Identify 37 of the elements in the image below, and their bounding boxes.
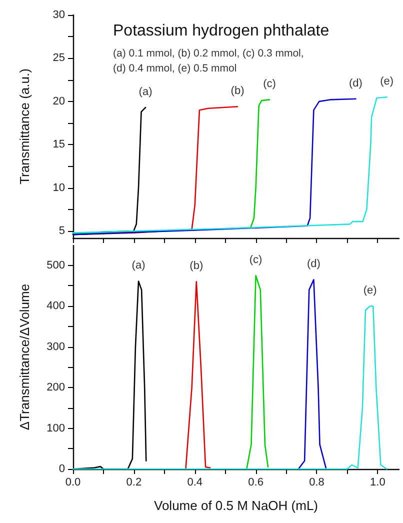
series-label: (b) bbox=[190, 260, 204, 272]
series-label: (e) bbox=[363, 284, 377, 297]
line-series bbox=[298, 278, 327, 470]
x-tick-label: 0.0 bbox=[65, 476, 81, 488]
x-tick-label: 0.4 bbox=[187, 476, 203, 488]
y-tick-label: 300 bbox=[46, 340, 65, 353]
x-tick-label: 0.6 bbox=[248, 476, 264, 488]
y-axis-title: ΔTransmittance/ΔVolume bbox=[17, 284, 32, 430]
chart-title: Potassium hydrogen phthalate bbox=[113, 22, 330, 40]
y-axis-title: Transmittance (a.u.) bbox=[17, 68, 32, 184]
series-label: (a) bbox=[138, 86, 152, 98]
series-label: (d) bbox=[349, 77, 362, 90]
x-tick-label: 1.0 bbox=[370, 476, 386, 488]
y-tick-label: 200 bbox=[46, 382, 65, 394]
series-label: (c) bbox=[249, 254, 262, 266]
x-axis-title: Volume of 0.5 M NaOH (mL) bbox=[154, 498, 318, 513]
y-tick-label: 100 bbox=[46, 422, 65, 434]
series-label: (b) bbox=[230, 85, 244, 98]
y-tick-label: 15 bbox=[52, 138, 65, 151]
line-series bbox=[185, 281, 211, 470]
series-label: (c) bbox=[263, 78, 276, 90]
y-tick-label: 20 bbox=[52, 95, 65, 108]
x-tick-label: 0.2 bbox=[126, 476, 142, 488]
series-label: (d) bbox=[306, 258, 320, 270]
y-tick-label: 30 bbox=[52, 9, 65, 21]
y-tick-label: 25 bbox=[52, 52, 65, 64]
y-tick-label: 400 bbox=[46, 300, 65, 312]
x-tick-label: 0.8 bbox=[309, 476, 324, 488]
y-tick-label: 0 bbox=[58, 463, 65, 475]
y-tick-label: 10 bbox=[52, 182, 65, 194]
line-series bbox=[246, 274, 269, 470]
y-tick-label: 500 bbox=[46, 259, 65, 272]
line-series bbox=[72, 305, 388, 470]
series-label: (a) bbox=[132, 260, 146, 272]
text: (a) 0.1 mmol, (b) 0.2 mmol, (c) 0.3 mmol, (d) 0.4 mmol, (e) 0.5 mmol bbox=[113, 48, 304, 74]
y-tick-label: 5 bbox=[58, 225, 65, 238]
series-label: (e) bbox=[380, 76, 394, 88]
